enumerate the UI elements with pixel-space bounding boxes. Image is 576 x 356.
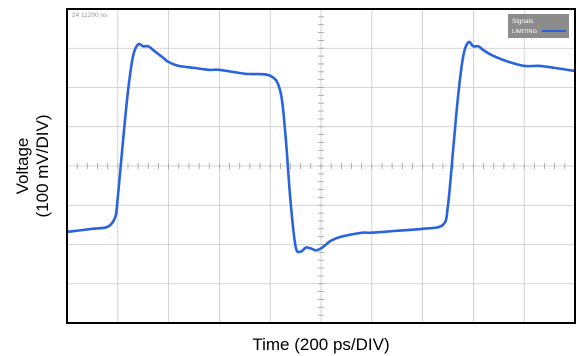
- legend-box: [508, 14, 569, 38]
- traces: [66, 40, 576, 254]
- x-axis-title: Time (200 ps/DIV): [252, 335, 389, 354]
- legend-title: Signals: [512, 18, 534, 25]
- legend: Signals LIMITING: [508, 14, 569, 38]
- y-axis-title-line1: Voltage: [13, 138, 32, 195]
- y-axis-title-line2: (100 mV/DIV): [33, 115, 52, 218]
- plot-frame: [66, 8, 576, 324]
- series-line-limiting: [66, 40, 576, 254]
- timestamp-label: 24 11200 ns: [72, 12, 108, 19]
- center-axis-ticks: [76, 16, 566, 316]
- legend-entry-label: LIMITING: [512, 29, 538, 35]
